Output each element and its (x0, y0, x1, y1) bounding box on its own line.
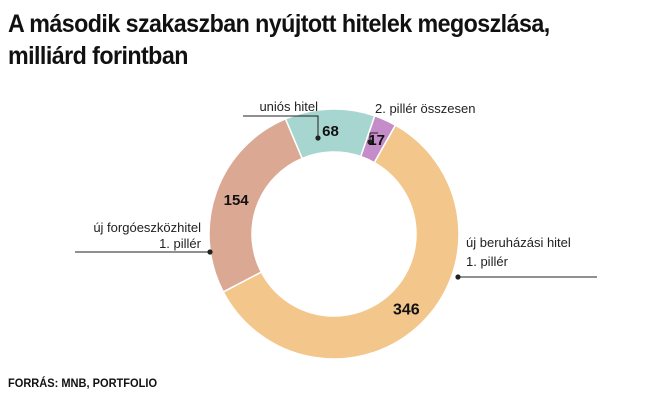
slice-value-0: 17 (368, 132, 385, 149)
slice-value-1: 346 (393, 302, 420, 319)
slice-label-1: új beruházási hitel (466, 235, 571, 250)
slice-value-2: 154 (224, 192, 250, 209)
slice-sublabel-1: 1. pillér (466, 254, 509, 269)
chart-title-line-2: milliárd forintban (8, 42, 188, 70)
slice-sublabel-2: 1. pillér (159, 236, 202, 251)
leader-dot-2 (207, 249, 213, 255)
slice-label-2: új forgóeszközhitel (93, 220, 201, 235)
leader-dot-1 (455, 274, 461, 280)
leader-line-0 (369, 132, 378, 142)
leader-dot-3 (315, 135, 321, 141)
leader-dot-0 (367, 139, 373, 145)
slice-label-0: 2. pillér összesen (375, 101, 475, 116)
slice-label-3: uniós hitel (259, 99, 318, 114)
slice-value-3: 68 (322, 123, 339, 140)
donut-slice-2 (208, 117, 304, 293)
source-note: FORRÁS: MNB, PORTFOLIO (8, 376, 158, 390)
donut-slice-1 (222, 124, 460, 360)
chart-title: A második szakaszban nyújtott hitelek me… (8, 8, 594, 72)
leader-line-3 (243, 115, 319, 138)
donut-slice-3 (284, 108, 376, 160)
chart-title-line-1: A második szakaszban nyújtott hitelek me… (8, 10, 550, 38)
